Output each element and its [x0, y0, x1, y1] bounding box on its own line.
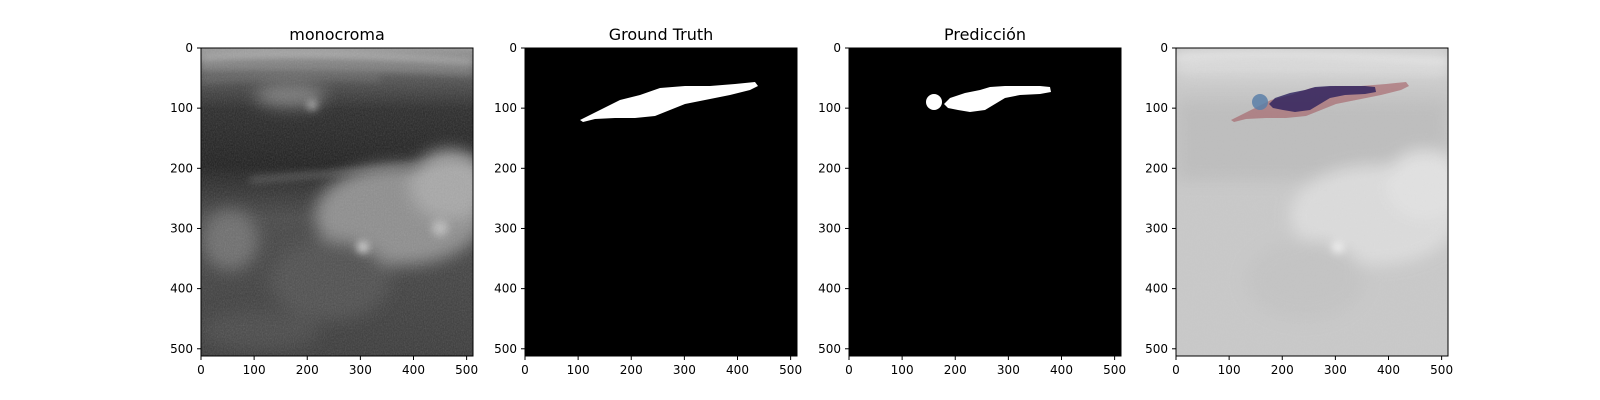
x-tick-label: 400	[1050, 363, 1073, 377]
panel-ground-truth: Ground Truth 0 100 200 300 400 500 0 100 200 300 4…	[494, 25, 802, 377]
y-tick-label: 100	[1145, 101, 1168, 115]
y-tick-label: 100	[494, 101, 517, 115]
x-tick-label: 300	[997, 363, 1020, 377]
ground-truth-mask	[580, 82, 758, 122]
x-tick-label: 100	[243, 363, 266, 377]
y-tick-label: 300	[170, 221, 193, 235]
y-tick-label: 200	[494, 161, 517, 175]
x-tick-label: 100	[567, 363, 590, 377]
y-tick-label: 100	[818, 101, 841, 115]
y-tick-label: 300	[1145, 221, 1168, 235]
y-tick-label: 200	[1145, 161, 1168, 175]
x-tick-label: 0	[197, 363, 205, 377]
y-tick-label: 200	[170, 161, 193, 175]
x-tick-label: 200	[296, 363, 319, 377]
x-tick-label: 400	[726, 363, 749, 377]
y-tick-label: 300	[494, 221, 517, 235]
x-tick-label: 0	[521, 363, 529, 377]
x-axis-overlay: 0 100 200 300 400 500 0 100 200 300 400 500	[1145, 41, 1453, 377]
x-tick-label: 300	[349, 363, 372, 377]
panel-title-ground-truth: Ground Truth	[609, 25, 714, 44]
y-tick-label: 400	[1145, 282, 1168, 296]
x-tick-label: 500	[455, 363, 478, 377]
overlay-image	[1176, 48, 1448, 356]
panel-title-prediccion: Predicción	[944, 25, 1026, 44]
ultrasound-image	[201, 48, 473, 356]
panel-monocroma: monocroma	[170, 25, 478, 377]
y-tick-label: 200	[818, 161, 841, 175]
x-axis-monocroma: 0 100 200 300 400 500 0 100 200 300 400 500	[170, 41, 478, 377]
overlay-prediction	[1269, 86, 1376, 112]
y-tick-label: 0	[509, 41, 517, 55]
x-tick-label: 400	[1377, 363, 1400, 377]
y-tick-label: 500	[170, 342, 193, 356]
x-tick-label: 400	[402, 363, 425, 377]
y-tick-label: 400	[170, 282, 193, 296]
y-tick-label: 0	[833, 41, 841, 55]
x-tick-label: 500	[1430, 363, 1453, 377]
x-tick-label: 0	[1172, 363, 1180, 377]
overlay-prediction-blob	[1252, 94, 1268, 110]
x-tick-label: 300	[1324, 363, 1347, 377]
x-tick-label: 0	[845, 363, 853, 377]
y-tick-label: 400	[818, 282, 841, 296]
x-tick-label: 100	[891, 363, 914, 377]
panel-title-monocroma: monocroma	[289, 25, 385, 44]
y-tick-label: 0	[185, 41, 193, 55]
y-tick-label: 100	[170, 101, 193, 115]
x-tick-label: 300	[673, 363, 696, 377]
x-tick-label: 500	[779, 363, 802, 377]
panel-prediccion: Predicción 0 100 200 300 400 500 0 100 200 300 400…	[818, 25, 1126, 377]
x-tick-label: 100	[1218, 363, 1241, 377]
panel-overlay: 0 100 200 300 400 500 0 100 200 300 400 500	[1145, 41, 1453, 377]
y-tick-label: 500	[818, 342, 841, 356]
x-tick-label: 500	[1103, 363, 1126, 377]
y-tick-label: 500	[1145, 342, 1168, 356]
y-tick-label: 0	[1160, 41, 1168, 55]
prediction-blob-small	[926, 94, 942, 110]
x-tick-label: 200	[1271, 363, 1294, 377]
y-tick-label: 400	[494, 282, 517, 296]
y-tick-label: 300	[818, 221, 841, 235]
x-tick-label: 200	[620, 363, 643, 377]
x-axis-prediccion: 0 100 200 300 400 500 0 100 200 300 400 500	[818, 41, 1126, 377]
x-tick-label: 200	[944, 363, 967, 377]
prediction-mask	[944, 86, 1051, 112]
y-tick-label: 500	[494, 342, 517, 356]
x-axis-ground-truth: 0 100 200 300 400 500 0 100 200 300 400 500	[494, 41, 802, 377]
